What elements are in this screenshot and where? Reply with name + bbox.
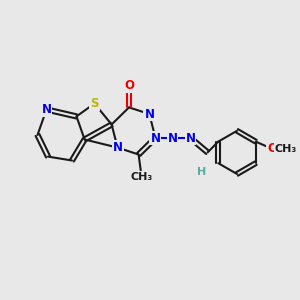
Text: N: N (167, 131, 178, 145)
Text: N: N (112, 141, 123, 154)
Text: N: N (150, 131, 161, 145)
Text: S: S (90, 97, 99, 110)
Text: H: H (197, 167, 206, 177)
Text: CH₃: CH₃ (274, 144, 297, 154)
Text: N: N (144, 107, 154, 121)
Text: O: O (124, 79, 134, 92)
Text: O: O (267, 142, 277, 155)
Text: N: N (41, 103, 52, 116)
Text: N: N (185, 131, 196, 145)
Text: CH₃: CH₃ (130, 172, 153, 182)
